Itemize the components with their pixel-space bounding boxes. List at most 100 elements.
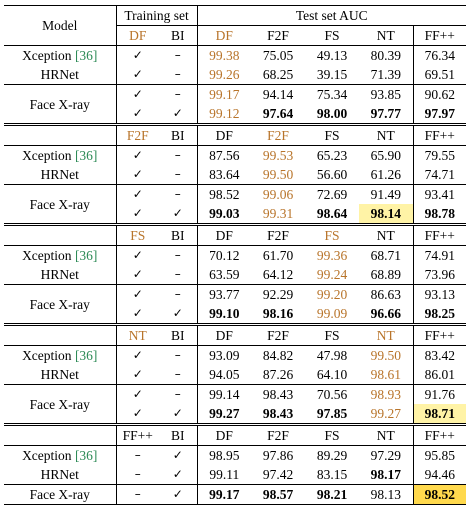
table-row: Xception [36] ✓ –99.38 75.05 49.13 80.39 76.34	[4, 45, 467, 65]
citation-link[interactable]: [36]	[74, 148, 98, 163]
table-row: Face X-ray ✓ –93.77 92.29 99.20 86.63 93.13	[4, 284, 467, 325]
test-col-header: DF	[197, 123, 252, 146]
auc-value: 99.11	[209, 467, 240, 482]
block-header-row: DF BI DF F2F FS NT FF++	[4, 25, 466, 46]
table-row: ✓ ✓ 99.03 99.31 98.64 98.14 98.78	[4, 204, 466, 225]
auc-value: 83.15	[316, 467, 348, 482]
auc-value: 98.43	[251, 384, 306, 404]
model-name: HRNet	[4, 65, 117, 85]
test-col-header: F2F	[251, 123, 306, 146]
test-set-header: Test set AUC	[197, 5, 467, 26]
auc-value: 98.78	[424, 206, 455, 221]
model-name-text: HRNet	[40, 167, 79, 182]
model-name-text: Xception	[22, 248, 72, 263]
auc-value: 61.26	[359, 165, 414, 185]
auc-value: 72.69	[305, 184, 360, 204]
auc-value: 71.39	[359, 65, 414, 85]
blank-cell	[4, 323, 117, 346]
table-row: ✓ ✓ 99.10 98.16 99.09 96.66 98.25	[4, 304, 466, 325]
model-name-text: Face X-ray	[29, 296, 90, 312]
auc-value: 98.52	[413, 484, 467, 505]
train-flag: –	[159, 165, 198, 185]
test-col-header: NT	[359, 323, 414, 346]
test-col-header: F2F	[251, 423, 306, 446]
auc-value: 49.13	[305, 45, 360, 65]
train-flag: ✓	[132, 406, 143, 420]
auc-value: 99.50	[262, 167, 294, 182]
block-header-row: F2F BI DF F2F FS NT FF++	[4, 123, 467, 146]
auc-value: 98.00	[316, 106, 348, 121]
model-name-text: HRNet	[40, 267, 79, 282]
auc-value: 97.97	[424, 106, 455, 121]
auc-value: 86.63	[359, 284, 414, 304]
train-col-header: BI	[159, 25, 198, 46]
auc-value: 93.85	[359, 84, 414, 104]
train-flag: ✓	[159, 445, 198, 465]
train-flag: –	[159, 184, 198, 204]
auc-value: 99.24	[316, 267, 348, 282]
auc-value: 68.89	[359, 265, 414, 285]
auc-value: 64.10	[316, 367, 348, 382]
auc-value: 97.64	[262, 106, 294, 121]
train-flag: ✓	[132, 367, 143, 381]
train-flag: ✓	[116, 384, 159, 404]
test-col-header: FS	[305, 323, 360, 346]
table-row: ✓ ✓ 99.12 97.64 98.00 97.77 97.97	[4, 104, 466, 125]
citation-link[interactable]: [36]	[74, 248, 98, 263]
table-row: Xception [36] – ✓ 98.95 97.86 89.29 97.29 95.85	[4, 445, 467, 465]
block-header-row: NT BI DF F2F FS NT FF++	[4, 323, 467, 346]
table-row: HRNet ✓ –83.64 99.50 56.60 61.26 74.71	[4, 165, 466, 185]
model-name: HRNet	[4, 465, 117, 485]
auc-value: 74.71	[424, 167, 455, 182]
table-row: Xception [36] ✓ –87.56 99.53 65.23 65.90 79.55	[4, 145, 467, 165]
model-name: Face X-ray	[4, 384, 117, 425]
model-name-text: Face X-ray	[29, 196, 90, 212]
train-col-header: BI	[159, 423, 198, 446]
model-name-text: HRNet	[40, 67, 79, 82]
train-flag: ✓	[132, 106, 143, 120]
model-header: Model	[4, 5, 117, 46]
auc-value: 83.64	[209, 167, 240, 182]
train-flag: ✓	[159, 404, 198, 425]
test-col-header: FF++	[424, 28, 455, 43]
auc-value: 98.17	[359, 465, 414, 485]
table-row: Face X-ray ✓ –98.52 99.06 72.69 91.49 93.41	[4, 184, 467, 225]
citation-link[interactable]: [36]	[74, 448, 98, 463]
blank-cell	[4, 123, 117, 146]
train-flag: ✓	[116, 284, 159, 304]
auc-value: 69.51	[424, 67, 455, 82]
auc-value: 95.85	[413, 445, 467, 465]
train-flag: ✓	[116, 145, 159, 165]
table-row: HRNet ✓ –94.05 87.26 64.10 98.61 86.01	[4, 365, 466, 385]
train-flag: –	[159, 384, 198, 404]
model-name: HRNet	[4, 265, 117, 285]
train-flag: ✓	[132, 67, 143, 81]
test-col-header: F2F	[251, 323, 306, 346]
model-name-text: Face X-ray	[29, 96, 90, 112]
model-name-text: Face X-ray	[29, 396, 90, 412]
table-row: HRNet ✓ –63.59 64.12 99.24 68.89 73.96	[4, 265, 466, 285]
auc-value: 96.66	[359, 304, 414, 325]
table-row: Xception [36] ✓ –70.12 61.70 99.36 68.71 74.91	[4, 245, 467, 265]
train-col-header: BI	[159, 223, 198, 246]
citation-link[interactable]: [36]	[74, 348, 98, 363]
auc-value: 63.59	[209, 267, 240, 282]
model-name-text: HRNet	[40, 367, 79, 382]
model-name: Xception [36]	[4, 345, 117, 365]
train-col-header: BI	[159, 323, 198, 346]
train-flag: ✓	[159, 104, 198, 125]
auc-value: 94.05	[209, 367, 240, 382]
model-name: Face X-ray	[4, 284, 117, 325]
train-flag: ✓	[132, 306, 143, 320]
auc-value: 99.17	[197, 484, 252, 505]
auc-value: 70.12	[197, 245, 252, 265]
test-col-header: NT	[359, 25, 414, 46]
auc-value: 98.95	[197, 445, 252, 465]
auc-value: 97.29	[359, 445, 414, 465]
auc-value: 84.82	[251, 345, 306, 365]
test-col-header: NT	[359, 123, 414, 146]
citation-link[interactable]: [36]	[74, 48, 98, 63]
model-name-text: Xception	[22, 48, 72, 63]
auc-value: 99.36	[305, 245, 360, 265]
auc-value: 98.16	[262, 306, 294, 321]
